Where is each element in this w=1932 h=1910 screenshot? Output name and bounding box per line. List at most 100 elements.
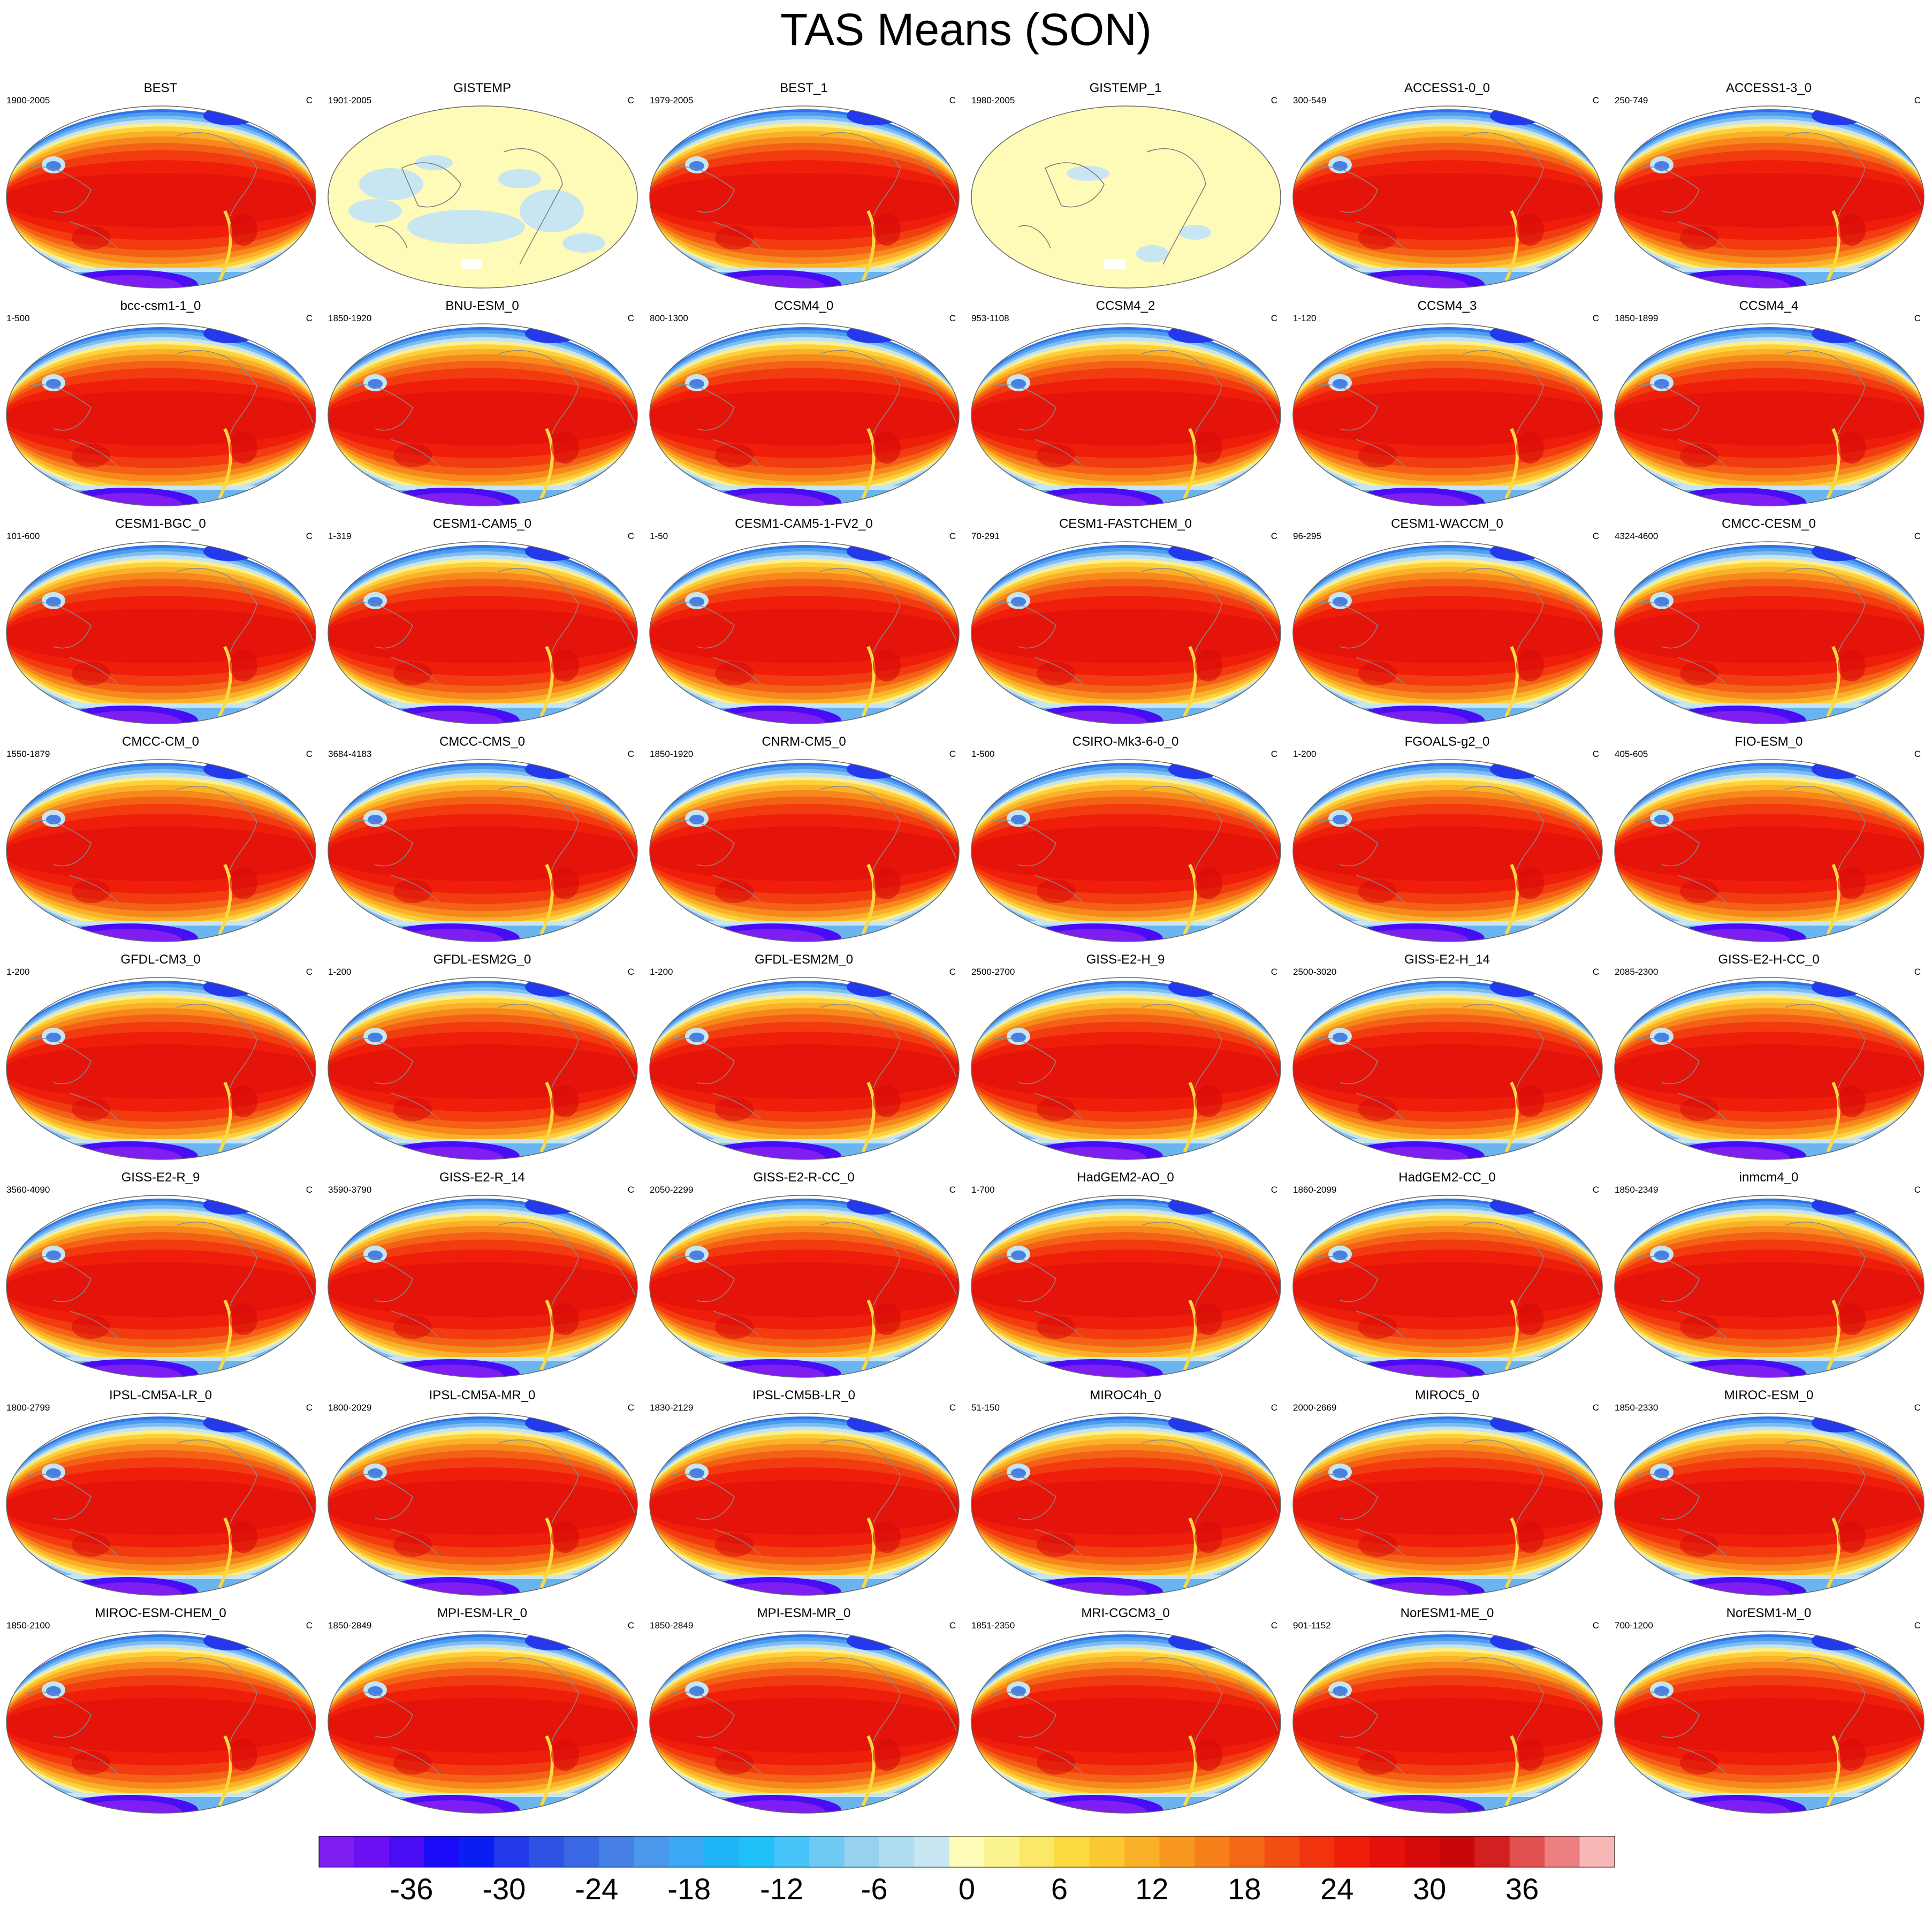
map-panel: MIROC-ESM-CHEM_0 1850-2100 C — [0, 1605, 321, 1820]
map-panel: GISTEMP_1 1980-2005 C — [965, 80, 1286, 294]
panel-units: C — [306, 1403, 313, 1413]
panel-units: C — [1592, 95, 1599, 105]
panel-title: MIROC-ESM-CHEM_0 — [95, 1606, 226, 1620]
map-field — [1292, 1195, 1603, 1378]
panel-units: C — [627, 967, 634, 977]
colorbar-bin — [389, 1836, 424, 1867]
panel-units: C — [1914, 313, 1921, 323]
map-panel: IPSL-CM5A-LR_0 1800-2799 C — [0, 1388, 321, 1602]
panel-grid: BEST 1900-2005 C GISTEMP 1901-2005 C BEST_1 197… — [0, 80, 1929, 1820]
panel-period: 1980-2005 — [971, 95, 1015, 105]
map-panel: CMCC-CMS_0 3684-4183 C — [322, 734, 643, 948]
map-field — [1614, 759, 1925, 942]
map-field — [1292, 1631, 1603, 1814]
colorbar-bin — [494, 1836, 530, 1867]
panel-units: C — [1271, 967, 1277, 977]
map-field — [328, 977, 638, 1160]
colorbar-bin — [1404, 1836, 1440, 1867]
panel-title: BEST — [143, 81, 178, 95]
colorbar-tick-label: 6 — [1051, 1872, 1068, 1906]
panel-title: GFDL-CM3_0 — [120, 952, 201, 967]
map-panel: MPI-ESM-MR_0 1850-2849 C — [643, 1605, 964, 1820]
panel-title: BEST_1 — [780, 81, 828, 95]
map-field — [1614, 323, 1925, 506]
panel-period: 2050-2299 — [650, 1185, 694, 1195]
map-panel: IPSL-CM5B-LR_0 1830-2129 C — [643, 1388, 964, 1602]
map-panel: CCSM4_2 953-1108 C — [965, 298, 1286, 512]
panel-period: 1-700 — [971, 1185, 995, 1195]
panel-title: NorESM1-ME_0 — [1400, 1606, 1494, 1620]
map-panel: GISS-E2-R_14 3590-3790 C — [322, 1170, 643, 1384]
panel-period: 700-1200 — [1615, 1620, 1653, 1631]
panel-units: C — [306, 1620, 313, 1631]
map-panel: CMCC-CESM_0 4324-4600 C — [1608, 516, 1929, 730]
map-field — [649, 759, 960, 942]
panel-units: C — [1271, 313, 1277, 323]
colorbar-bin — [1264, 1836, 1300, 1867]
colorbar-bin — [564, 1836, 599, 1867]
map-field — [6, 541, 316, 724]
panel-units: C — [1592, 1620, 1599, 1631]
panel-period: 1900-2005 — [6, 95, 50, 105]
colorbar-tick-label: 30 — [1413, 1872, 1446, 1906]
colorbar-bin — [1054, 1836, 1090, 1867]
panel-title: GISS-E2-R_14 — [439, 1170, 526, 1185]
map-panel: CESM1-CAM5-1-FV2_0 1-50 C — [643, 516, 964, 730]
panel-title: GISS-E2-R-CC_0 — [753, 1170, 855, 1185]
panel-title: MIROC-ESM_0 — [1724, 1388, 1814, 1403]
colorbar-bin — [809, 1836, 845, 1867]
colorbar-bin — [1334, 1836, 1370, 1867]
panel-title: CESM1-BGC_0 — [115, 517, 206, 531]
map-field — [6, 323, 316, 506]
map-field — [1614, 1413, 1925, 1596]
panel-units: C — [1914, 1403, 1921, 1413]
panel-units: C — [1271, 95, 1277, 105]
panel-period: 3684-4183 — [328, 749, 372, 759]
panel-title: CESM1-FASTCHEM_0 — [1059, 517, 1192, 531]
panel-units: C — [1271, 1185, 1277, 1195]
colorbar-tick-label: -12 — [760, 1872, 803, 1906]
panel-units: C — [627, 1403, 634, 1413]
map-panel: MIROC-ESM_0 1850-2330 C — [1608, 1388, 1929, 1602]
panel-units: C — [627, 313, 634, 323]
panel-period: 51-150 — [971, 1403, 1000, 1413]
panel-title: bcc-csm1-1_0 — [120, 299, 201, 313]
panel-period: 3560-4090 — [6, 1185, 50, 1195]
panel-period: 953-1108 — [971, 313, 1009, 323]
colorbar-bin — [1089, 1836, 1125, 1867]
colorbar-tick-label: 18 — [1228, 1872, 1261, 1906]
map-panel: GFDL-ESM2M_0 1-200 C — [643, 952, 964, 1166]
panel-period: 1979-2005 — [650, 95, 694, 105]
panel-period: 1-319 — [328, 531, 352, 541]
panel-period: 1-200 — [1293, 749, 1317, 759]
map-field — [6, 977, 316, 1160]
map-field — [1292, 541, 1603, 724]
panel-units: C — [1592, 1185, 1599, 1195]
panel-units: C — [627, 1185, 634, 1195]
map-field — [1614, 1631, 1925, 1814]
panel-title: CSIRO-Mk3-6-0_0 — [1072, 734, 1179, 749]
map-field — [971, 1631, 1281, 1814]
panel-period: 1830-2129 — [650, 1403, 694, 1413]
panel-title: IPSL-CM5B-LR_0 — [752, 1388, 856, 1403]
panel-units: C — [949, 1185, 956, 1195]
colorbar: -36 -30 -24 -18 -12 -6 0 6 12 18 24 30 36 — [318, 1836, 1615, 1906]
colorbar-bin — [1369, 1836, 1405, 1867]
map-panel: CCSM4_3 1-120 C — [1287, 298, 1608, 512]
panel-period: 1-200 — [6, 967, 30, 977]
panel-title: CCSM4_3 — [1417, 299, 1477, 313]
panel-period: 2500-3020 — [1293, 967, 1337, 977]
panel-period: 250-749 — [1615, 95, 1648, 105]
panel-period: 1850-1920 — [650, 749, 694, 759]
panel-units: C — [306, 1185, 313, 1195]
map-panel: CESM1-FASTCHEM_0 70-291 C — [965, 516, 1286, 730]
colorbar-bin — [599, 1836, 635, 1867]
colorbar-bin — [949, 1836, 985, 1867]
map-field — [649, 323, 960, 506]
map-panel: FIO-ESM_0 405-605 C — [1608, 734, 1929, 948]
panel-units: C — [949, 1403, 956, 1413]
map-panel: FGOALS-g2_0 1-200 C — [1287, 734, 1608, 948]
map-field — [1614, 541, 1925, 724]
colorbar-bin — [984, 1836, 1020, 1867]
panel-units: C — [949, 749, 956, 759]
